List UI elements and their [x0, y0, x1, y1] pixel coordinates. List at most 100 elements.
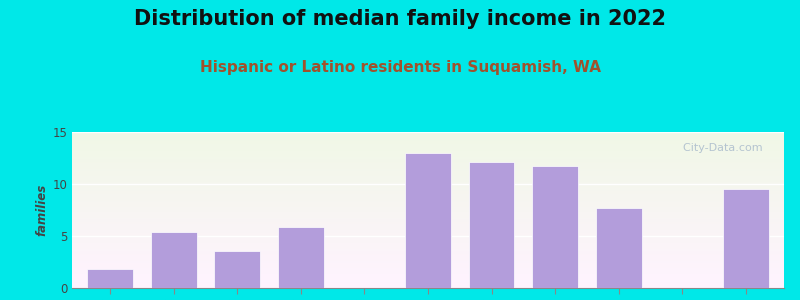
Bar: [72, 229, 784, 230]
Bar: [72, 180, 784, 182]
Bar: [72, 143, 784, 145]
Bar: [72, 218, 784, 219]
Bar: [72, 227, 784, 229]
Bar: [72, 188, 784, 190]
Bar: [72, 213, 784, 215]
Bar: [532, 166, 578, 288]
Bar: [72, 140, 784, 141]
Bar: [72, 182, 784, 184]
Bar: [214, 250, 260, 288]
Bar: [72, 262, 784, 263]
Bar: [72, 193, 784, 194]
Bar: [72, 224, 784, 226]
Bar: [72, 185, 784, 187]
Bar: [405, 153, 451, 288]
Bar: [72, 244, 784, 246]
Bar: [72, 134, 784, 135]
Bar: [72, 197, 784, 199]
Bar: [72, 280, 784, 282]
Bar: [72, 219, 784, 221]
Bar: [72, 233, 784, 235]
Bar: [72, 208, 784, 210]
Bar: [72, 265, 784, 266]
Bar: [72, 207, 784, 208]
Bar: [72, 148, 784, 149]
Bar: [151, 232, 197, 288]
Bar: [72, 283, 784, 285]
Bar: [72, 160, 784, 162]
Bar: [72, 172, 784, 174]
Bar: [72, 226, 784, 227]
Bar: [72, 154, 784, 155]
Bar: [72, 241, 784, 243]
Bar: [72, 177, 784, 179]
Bar: [72, 132, 784, 134]
Bar: [72, 165, 784, 166]
Bar: [72, 152, 784, 154]
Bar: [469, 162, 514, 288]
Text: Distribution of median family income in 2022: Distribution of median family income in …: [134, 9, 666, 29]
Bar: [72, 179, 784, 180]
Bar: [72, 169, 784, 171]
Bar: [72, 246, 784, 247]
Bar: [72, 236, 784, 238]
Bar: [72, 166, 784, 168]
Bar: [72, 174, 784, 176]
Bar: [72, 215, 784, 216]
Bar: [72, 285, 784, 286]
Bar: [72, 255, 784, 257]
Bar: [72, 238, 784, 240]
Bar: [596, 208, 642, 288]
Bar: [72, 168, 784, 170]
Bar: [72, 277, 784, 279]
Bar: [72, 235, 784, 236]
Bar: [72, 184, 784, 185]
Text: City-Data.com: City-Data.com: [676, 143, 762, 153]
Bar: [72, 145, 784, 146]
Bar: [72, 190, 784, 191]
Bar: [72, 158, 784, 160]
Bar: [72, 176, 784, 177]
Bar: [72, 269, 784, 271]
Bar: [723, 189, 769, 288]
Bar: [72, 212, 784, 213]
Bar: [72, 199, 784, 201]
Bar: [72, 202, 784, 204]
Bar: [72, 272, 784, 274]
Bar: [72, 271, 784, 272]
Bar: [72, 157, 784, 158]
Bar: [72, 243, 784, 244]
Bar: [72, 187, 784, 188]
Bar: [72, 232, 784, 233]
Bar: [72, 162, 784, 163]
Bar: [278, 226, 324, 288]
Bar: [72, 151, 784, 152]
Bar: [72, 216, 784, 218]
Bar: [72, 138, 784, 140]
Bar: [72, 250, 784, 252]
Bar: [72, 268, 784, 269]
Bar: [87, 269, 133, 288]
Bar: [72, 286, 784, 288]
Bar: [72, 252, 784, 254]
Bar: [72, 263, 784, 265]
Bar: [72, 260, 784, 262]
Bar: [72, 266, 784, 268]
Bar: [72, 204, 784, 205]
Bar: [72, 194, 784, 196]
Bar: [72, 135, 784, 137]
Bar: [72, 254, 784, 255]
Bar: [72, 171, 784, 172]
Bar: [72, 141, 784, 143]
Bar: [72, 282, 784, 283]
Bar: [72, 230, 784, 232]
Bar: [72, 163, 784, 165]
Bar: [72, 221, 784, 223]
Bar: [72, 205, 784, 207]
Bar: [72, 249, 784, 250]
Bar: [72, 275, 784, 277]
Bar: [72, 274, 784, 275]
Bar: [72, 137, 784, 138]
Text: Hispanic or Latino residents in Suquamish, WA: Hispanic or Latino residents in Suquamis…: [199, 60, 601, 75]
Bar: [72, 155, 784, 157]
